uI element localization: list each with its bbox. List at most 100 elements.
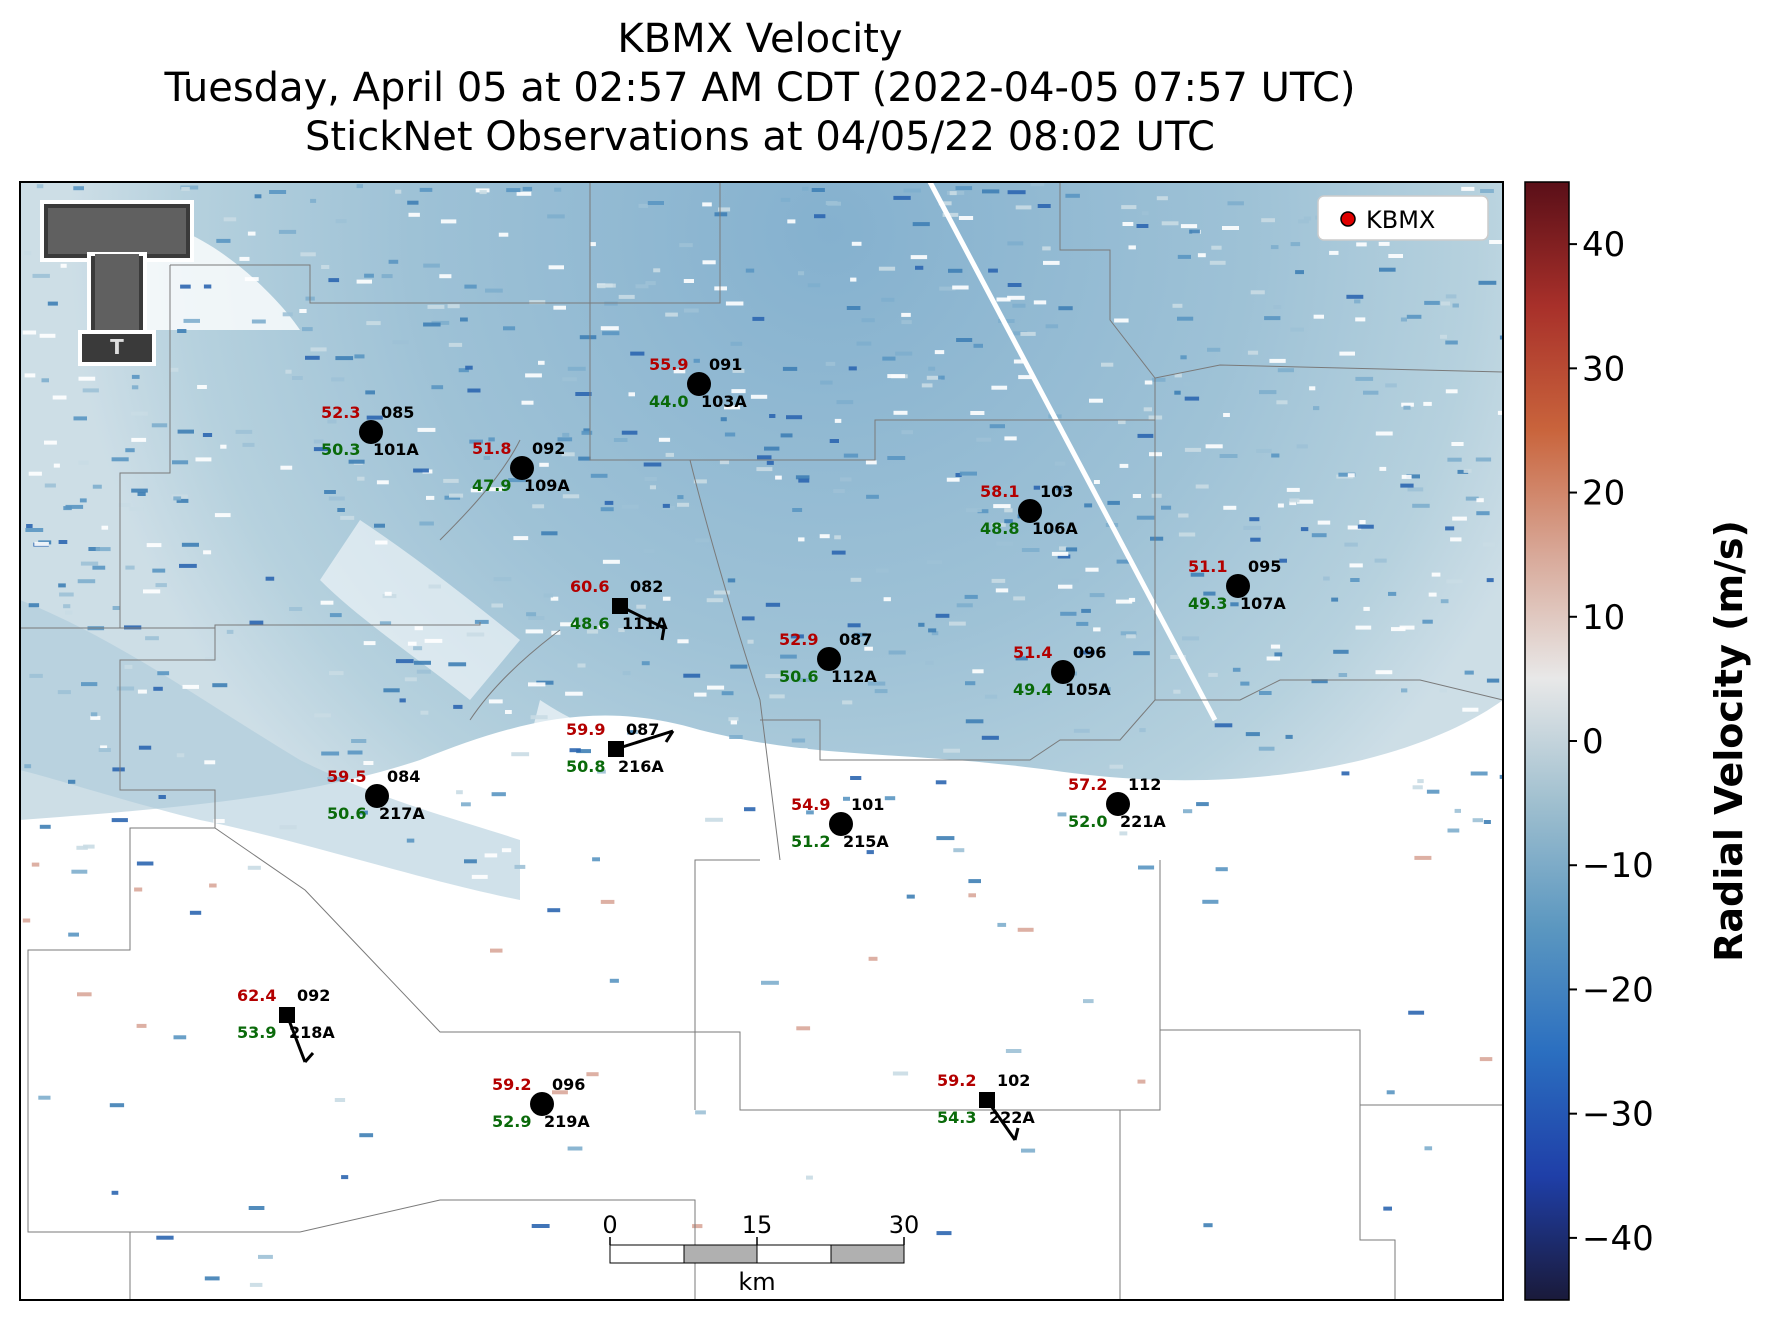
station-id: 219A xyxy=(544,1112,590,1131)
station-id: 103A xyxy=(701,392,747,411)
station-gust: 60.6 xyxy=(570,577,609,596)
station-gust: 55.9 xyxy=(649,355,688,374)
radial-artifact-line xyxy=(927,182,1218,722)
station-id: 107A xyxy=(1240,594,1286,613)
station-wind: 50.8 xyxy=(566,757,605,776)
station-221A[interactable]: 57.2 112 52.0 221A xyxy=(1068,775,1166,831)
station-105A[interactable]: 51.4 096 49.4 105A xyxy=(1013,643,1111,699)
scale-label-0: 0 xyxy=(602,1211,617,1239)
station-215A[interactable]: 54.9 101 51.2 215A xyxy=(791,795,889,851)
wind-barb xyxy=(615,729,675,751)
colorbar-tick-label: −10 xyxy=(1582,846,1654,886)
scale-bar: 0 15 30 km xyxy=(602,1211,919,1296)
sticknet-stations: 52.3 085 50.3 101A 51.8 092 47.9 109A 55.9 091 44.… xyxy=(237,355,1286,1131)
station-219A[interactable]: 59.2 096 52.9 219A xyxy=(492,1075,590,1131)
station-gust: 54.9 xyxy=(791,795,830,814)
station-direction: 096 xyxy=(1073,643,1106,662)
station-direction: 095 xyxy=(1248,557,1281,576)
station-111A[interactable]: 60.6 082 48.6 111A xyxy=(570,577,668,633)
station-id: 222A xyxy=(989,1108,1035,1127)
station-107A[interactable]: 51.1 095 49.3 107A xyxy=(1188,557,1286,613)
station-218A[interactable]: 62.4 092 53.9 218A xyxy=(237,986,335,1042)
station-direction: 102 xyxy=(997,1071,1030,1090)
scale-label-15: 15 xyxy=(742,1211,773,1239)
station-marker-circle xyxy=(1051,660,1075,684)
colorbar-tick-label: 0 xyxy=(1582,722,1604,762)
station-direction: 112 xyxy=(1128,775,1161,794)
station-marker-circle xyxy=(1018,499,1042,523)
station-101A[interactable]: 52.3 085 50.3 101A xyxy=(321,403,419,459)
station-217A[interactable]: 59.5 084 50.6 217A xyxy=(327,767,425,823)
title-line-2: Tuesday, April 05 at 02:57 AM CDT (2022-… xyxy=(164,65,1356,111)
station-direction: 091 xyxy=(709,355,742,374)
map-legend[interactable]: KBMX xyxy=(1317,195,1489,241)
colorbar-tick-label: −30 xyxy=(1582,1095,1654,1135)
station-222A[interactable]: 59.2 102 54.3 222A xyxy=(937,1071,1035,1127)
colorbar-label: Radial Velocity (m/s) xyxy=(1707,520,1751,962)
station-marker-square xyxy=(612,598,628,614)
colorbar-ramp xyxy=(1524,181,1570,1301)
station-direction: 096 xyxy=(552,1075,585,1094)
station-marker-circle xyxy=(510,456,534,480)
station-wind: 49.4 xyxy=(1013,680,1052,699)
station-gust: 62.4 xyxy=(237,986,276,1005)
map-frame xyxy=(19,181,1504,1301)
station-id: 217A xyxy=(379,804,425,823)
colorbar-tick-label: 10 xyxy=(1582,598,1625,638)
station-gust: 59.5 xyxy=(327,767,366,786)
figure-title: KBMX Velocity Tuesday, April 05 at 02:57… xyxy=(164,16,1356,160)
station-112A[interactable]: 52.9 087 50.6 112A xyxy=(779,630,877,686)
station-direction: 092 xyxy=(297,986,330,1005)
station-wind: 52.9 xyxy=(492,1112,531,1131)
colorbar-tick-label: 40 xyxy=(1582,225,1625,265)
title-line-1: KBMX Velocity xyxy=(617,16,902,62)
station-id: 111A xyxy=(622,614,668,633)
station-wind: 54.3 xyxy=(937,1108,976,1127)
county-boundaries xyxy=(20,182,1503,1300)
station-gust: 59.9 xyxy=(566,720,605,739)
station-marker-square xyxy=(608,741,624,757)
station-wind: 53.9 xyxy=(237,1023,276,1042)
station-wind: 44.0 xyxy=(649,392,688,411)
station-gust: 57.2 xyxy=(1068,775,1107,794)
station-wind: 47.9 xyxy=(472,476,511,495)
station-direction: 084 xyxy=(387,767,420,786)
scale-unit: km xyxy=(738,1268,775,1296)
station-marker-circle xyxy=(359,420,383,444)
station-marker-circle xyxy=(1226,574,1250,598)
colorbar-ticks: 40 30 20 10 0 −10 −20 −30 −40 xyxy=(1569,225,1654,1259)
station-wind: 48.6 xyxy=(570,614,609,633)
station-marker-circle xyxy=(365,784,389,808)
station-gust: 51.4 xyxy=(1013,643,1052,662)
colorbar-tick-label: −40 xyxy=(1582,1219,1654,1259)
station-wind: 52.0 xyxy=(1068,812,1107,831)
station-direction: 085 xyxy=(381,403,414,422)
station-direction: 087 xyxy=(839,630,872,649)
station-wind: 51.2 xyxy=(791,832,830,851)
station-gust: 51.8 xyxy=(472,439,511,458)
station-id: 112A xyxy=(831,667,877,686)
station-id: 221A xyxy=(1120,812,1166,831)
station-216A[interactable]: 59.9 087 50.8 216A xyxy=(566,720,664,776)
station-id: 218A xyxy=(289,1023,335,1042)
station-106A[interactable]: 58.1 103 48.8 106A xyxy=(980,482,1078,538)
map-panel[interactable]: 52.3 085 50.3 101A 51.8 092 47.9 109A 55.9 091 44.… xyxy=(19,181,1510,1301)
station-wind: 50.3 xyxy=(321,440,360,459)
station-id: 215A xyxy=(843,832,889,851)
station-id: 105A xyxy=(1065,680,1111,699)
station-wind: 50.6 xyxy=(779,667,818,686)
station-id: 106A xyxy=(1032,519,1078,538)
colorbar-tick-label: −20 xyxy=(1582,970,1654,1010)
station-109A[interactable]: 51.8 092 47.9 109A xyxy=(472,439,570,495)
logo-letter: T xyxy=(110,335,124,359)
station-103A[interactable]: 55.9 091 44.0 103A xyxy=(649,355,747,411)
echo-speckles xyxy=(22,182,1503,1299)
velocity-echoes xyxy=(20,182,1503,1299)
station-gust: 58.1 xyxy=(980,482,1019,501)
wind-barbs xyxy=(285,604,1020,1141)
station-marker-circle xyxy=(817,647,841,671)
station-wind: 50.6 xyxy=(327,804,366,823)
station-wind: 49.3 xyxy=(1188,594,1227,613)
station-direction: 101 xyxy=(851,795,884,814)
